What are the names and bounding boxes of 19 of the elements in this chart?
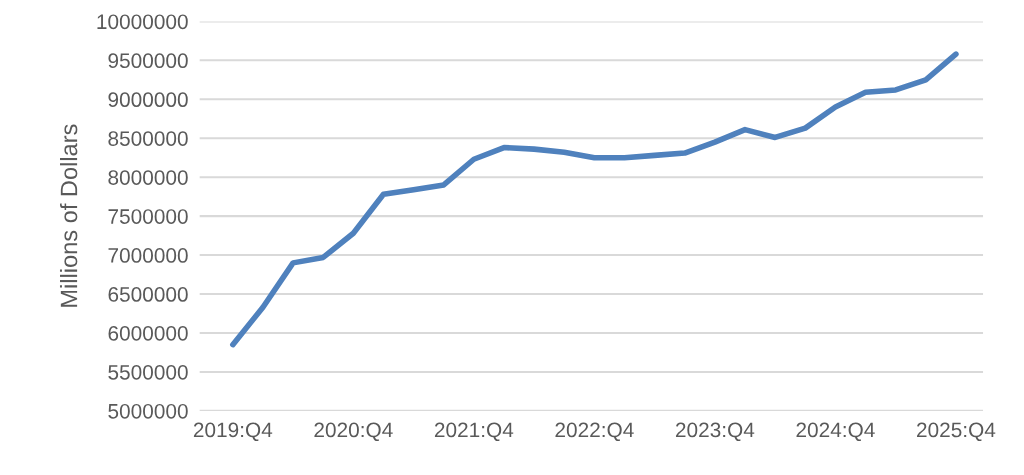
y-tick-label: 7000000 (108, 248, 188, 263)
y-tick-label: 5500000 (108, 364, 188, 380)
x-tick-label: 2022:Q4 (555, 422, 634, 442)
y-tick-label: 6500000 (108, 287, 188, 302)
y-tick-label: 8000000 (108, 170, 188, 185)
y-axis-title: Millions of Dollars (59, 124, 78, 307)
y-tick-label: 8500000 (108, 131, 188, 146)
x-tick-label: 2019:Q4 (193, 422, 273, 442)
x-tick-label: 2020:Q4 (314, 422, 393, 442)
y-tick-label: 10000000 (97, 14, 188, 30)
y-tick-label: 6000000 (108, 325, 188, 341)
x-tick-label: 2025:Q4 (917, 422, 996, 442)
y-tick-label: 9000000 (108, 92, 188, 108)
y-tick-label: 7500000 (108, 209, 188, 224)
y-tick-label: 9500000 (108, 53, 188, 69)
x-tick-label: 2023:Q4 (675, 422, 755, 442)
x-tick-label: 2021:Q4 (434, 422, 514, 442)
y-tick-label: 5000000 (108, 403, 188, 419)
x-tick-label: 2024:Q4 (796, 422, 875, 442)
